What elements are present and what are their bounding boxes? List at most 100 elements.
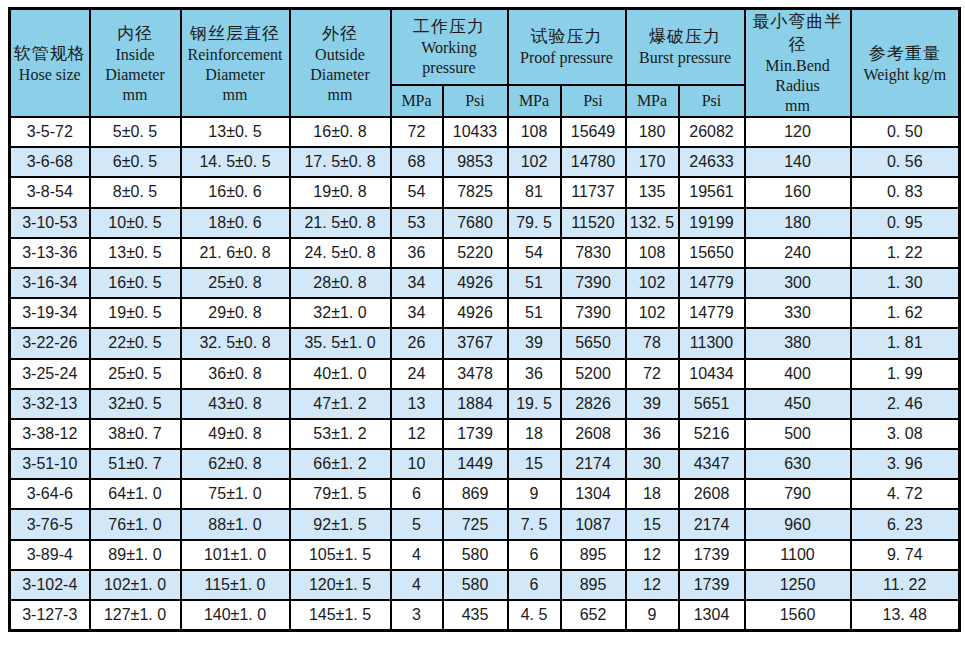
value-cell: 380 xyxy=(745,328,851,358)
header-row-main: 软管规格 Hose size 内径 Inside Diameter mm 钢丝层… xyxy=(10,9,960,85)
value-cell: 13 xyxy=(391,389,443,419)
value-cell: 75±1. 0 xyxy=(181,479,290,509)
header-en: Min.Bend xyxy=(746,56,850,76)
hose-size-cell: 3-22-26 xyxy=(10,328,90,358)
value-cell: 14779 xyxy=(679,298,745,328)
value-cell: 72 xyxy=(626,359,679,389)
header-en: Reinforcement xyxy=(182,45,289,65)
hose-size-cell: 3-13-36 xyxy=(10,238,90,268)
value-cell: 132. 5 xyxy=(626,208,679,238)
header-zh: 参考重量 xyxy=(852,42,959,65)
value-cell: 652 xyxy=(561,600,626,630)
hose-size-cell: 3-10-53 xyxy=(10,208,90,238)
value-cell: 14780 xyxy=(561,147,626,177)
value-cell: 127±1. 0 xyxy=(90,600,181,630)
value-cell: 1739 xyxy=(443,419,508,449)
hose-size-cell: 3-32-13 xyxy=(10,389,90,419)
value-cell: 24633 xyxy=(679,147,745,177)
header-zh: 爆破压力 xyxy=(627,25,744,48)
hose-size-cell: 3-76-5 xyxy=(10,509,90,539)
col-header-outside-diameter: 外径 Outside Diameter mm xyxy=(290,9,391,118)
value-cell: 5216 xyxy=(679,419,745,449)
value-cell: 9 xyxy=(508,479,561,509)
value-cell: 36 xyxy=(626,419,679,449)
table-header: 软管规格 Hose size 内径 Inside Diameter mm 钢丝层… xyxy=(10,9,960,118)
value-cell: 180 xyxy=(626,117,679,147)
value-cell: 1. 81 xyxy=(851,328,960,358)
hose-size-cell: 3-127-3 xyxy=(10,600,90,630)
value-cell: 10±0. 5 xyxy=(90,208,181,238)
value-cell: 435 xyxy=(443,600,508,630)
value-cell: 39 xyxy=(508,328,561,358)
value-cell: 790 xyxy=(745,479,851,509)
value-cell: 34 xyxy=(391,268,443,298)
value-cell: 1304 xyxy=(561,479,626,509)
value-cell: 39 xyxy=(626,389,679,419)
value-cell: 19561 xyxy=(679,177,745,207)
value-cell: 6. 23 xyxy=(851,509,960,539)
table-row: 3-38-1238±0. 749±0. 853±1. 2121739182608… xyxy=(10,419,960,449)
value-cell: 12 xyxy=(626,570,679,600)
value-cell: 10 xyxy=(391,449,443,479)
value-cell: 26 xyxy=(391,328,443,358)
value-cell: 38±0. 7 xyxy=(90,419,181,449)
value-cell: 22±0. 5 xyxy=(90,328,181,358)
value-cell: 15649 xyxy=(561,117,626,147)
value-cell: 26082 xyxy=(679,117,745,147)
value-cell: 2826 xyxy=(561,389,626,419)
value-cell: 18±0. 6 xyxy=(181,208,290,238)
value-cell: 53 xyxy=(391,208,443,238)
hose-size-cell: 3-38-12 xyxy=(10,419,90,449)
value-cell: 79±1. 5 xyxy=(290,479,391,509)
value-cell: 102 xyxy=(626,298,679,328)
header-en: Diameter xyxy=(182,65,289,85)
value-cell: 2. 46 xyxy=(851,389,960,419)
value-cell: 3767 xyxy=(443,328,508,358)
value-cell: 1100 xyxy=(745,540,851,570)
value-cell: 15 xyxy=(626,509,679,539)
value-cell: 15650 xyxy=(679,238,745,268)
value-cell: 580 xyxy=(443,540,508,570)
header-unit: mm xyxy=(182,85,289,105)
value-cell: 1087 xyxy=(561,509,626,539)
value-cell: 1884 xyxy=(443,389,508,419)
value-cell: 17. 5±0. 8 xyxy=(290,147,391,177)
value-cell: 108 xyxy=(626,238,679,268)
value-cell: 13. 48 xyxy=(851,600,960,630)
value-cell: 6±0. 5 xyxy=(90,147,181,177)
value-cell: 76±1. 0 xyxy=(90,509,181,539)
table-row: 3-5-725±0. 513±0. 516±0. 872104331081564… xyxy=(10,117,960,147)
value-cell: 1. 22 xyxy=(851,238,960,268)
hose-size-cell: 3-25-24 xyxy=(10,359,90,389)
value-cell: 92±1. 5 xyxy=(290,509,391,539)
value-cell: 88±1. 0 xyxy=(181,509,290,539)
value-cell: 30 xyxy=(626,449,679,479)
value-cell: 0. 50 xyxy=(851,117,960,147)
value-cell: 102±1. 0 xyxy=(90,570,181,600)
header-zh: 外径 xyxy=(291,22,390,45)
value-cell: 1250 xyxy=(745,570,851,600)
table-row: 3-16-3416±0. 525±0. 828±0. 8344926517390… xyxy=(10,268,960,298)
header-en: Radius xyxy=(746,76,850,96)
col-header-burst-pressure: 爆破压力 Burst pressure xyxy=(626,9,745,85)
value-cell: 1560 xyxy=(745,600,851,630)
value-cell: 6 xyxy=(508,540,561,570)
value-cell: 9 xyxy=(626,600,679,630)
value-cell: 12 xyxy=(391,419,443,449)
value-cell: 5±0. 5 xyxy=(90,117,181,147)
value-cell: 1739 xyxy=(679,540,745,570)
value-cell: 101±1. 0 xyxy=(181,540,290,570)
hose-size-cell: 3-89-4 xyxy=(10,540,90,570)
value-cell: 170 xyxy=(626,147,679,177)
value-cell: 120 xyxy=(745,117,851,147)
value-cell: 21. 6±0. 8 xyxy=(181,238,290,268)
value-cell: 7825 xyxy=(443,177,508,207)
value-cell: 34 xyxy=(391,298,443,328)
value-cell: 51±0. 7 xyxy=(90,449,181,479)
value-cell: 7. 5 xyxy=(508,509,561,539)
value-cell: 7830 xyxy=(561,238,626,268)
value-cell: 72 xyxy=(391,117,443,147)
value-cell: 1. 62 xyxy=(851,298,960,328)
value-cell: 102 xyxy=(508,147,561,177)
header-zh: 钢丝层直径 xyxy=(182,22,289,45)
